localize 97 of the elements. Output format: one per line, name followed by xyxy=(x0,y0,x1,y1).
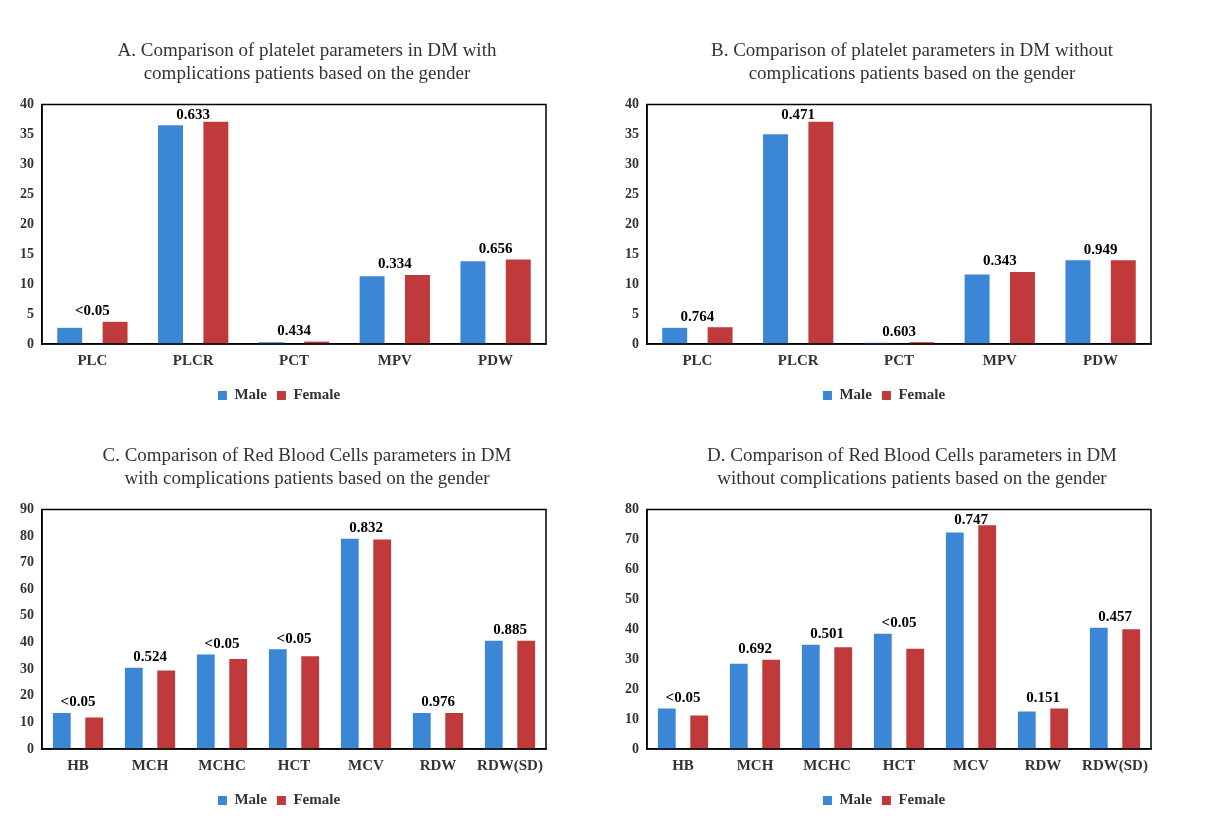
annotation: <0.05 xyxy=(74,302,110,319)
annotation: 0.832 xyxy=(349,519,383,536)
x-tick-label: PCT xyxy=(884,351,914,368)
annotation: 0.501 xyxy=(810,625,844,642)
y-tick-label: 25 xyxy=(20,185,34,201)
y-tick-label: 10 xyxy=(20,713,34,729)
annotation: 0.334 xyxy=(377,255,413,272)
y-tick-label: 20 xyxy=(625,680,639,696)
y-tick-label: 80 xyxy=(20,527,34,543)
chart-title: C. Comparison of Red Blood Cells parameters in DM with complications patients based on the gender xyxy=(101,443,513,489)
annotation: 0.656 xyxy=(478,239,513,256)
y-tick-label: 10 xyxy=(20,275,34,291)
x-tick-label: MCHC xyxy=(803,756,851,773)
y-tick-label: 70 xyxy=(20,554,34,570)
annotation: 0.692 xyxy=(738,640,772,657)
annotation: 0.885 xyxy=(493,621,527,638)
x-tick-label: PDW xyxy=(1083,351,1119,368)
legend-label: Female xyxy=(898,386,946,403)
legend-label: Male xyxy=(839,791,873,808)
y-tick-label: 70 xyxy=(625,530,639,546)
y-tick-label: 40 xyxy=(625,96,639,112)
annotation: 0.524 xyxy=(133,648,168,665)
x-tick-label: MCV xyxy=(953,756,990,773)
x-tick-label: RDW(SD) xyxy=(477,756,543,774)
y-tick-label: 30 xyxy=(625,155,639,171)
annotation: <0.05 xyxy=(60,693,96,710)
y-tick-label: 30 xyxy=(20,660,34,676)
annotation: 0.764 xyxy=(680,307,715,324)
legend-label: Male xyxy=(234,791,268,808)
annotation: 0.949 xyxy=(1083,240,1118,257)
x-tick-label: MCV xyxy=(348,756,385,773)
x-tick-label: MPV xyxy=(377,351,413,368)
legend-label: Male xyxy=(234,386,268,403)
y-tick-label: 0 xyxy=(27,335,34,351)
annotation: 0.976 xyxy=(421,693,456,710)
y-tick-label: 5 xyxy=(27,305,34,321)
legend-label: Female xyxy=(898,791,946,808)
x-tick-label: RDW xyxy=(1024,756,1062,773)
y-tick-label: 40 xyxy=(20,634,34,650)
x-tick-label: PLC xyxy=(682,351,713,368)
x-tick-label: HCT xyxy=(882,756,916,773)
y-tick-label: 15 xyxy=(625,245,639,261)
x-tick-label: PLCR xyxy=(172,351,214,368)
annotation: 0.457 xyxy=(1098,608,1133,625)
x-tick-label: PLCR xyxy=(777,351,819,368)
annotation: 0.343 xyxy=(982,252,1017,269)
x-tick-label: PCT xyxy=(279,351,309,368)
legend-label: Male xyxy=(839,386,873,403)
x-tick-label: HB xyxy=(67,756,89,773)
annotation: 0.471 xyxy=(781,105,816,122)
legend-label: Female xyxy=(293,386,341,403)
x-tick-label: MPV xyxy=(982,351,1018,368)
y-tick-label: 10 xyxy=(625,275,639,291)
x-tick-label: PDW xyxy=(478,351,514,368)
x-tick-label: RDW(SD) xyxy=(1082,756,1148,774)
y-tick-label: 30 xyxy=(20,155,34,171)
y-tick-label: 35 xyxy=(625,125,639,141)
y-tick-label: 15 xyxy=(20,245,34,261)
y-tick-label: 80 xyxy=(625,501,639,517)
annotation: 0.434 xyxy=(277,321,312,338)
annotation: 0.633 xyxy=(176,105,211,122)
x-tick-label: MCH xyxy=(131,756,169,773)
legend-label: Female xyxy=(293,791,341,808)
y-tick-label: 0 xyxy=(27,740,34,756)
y-tick-label: 0 xyxy=(632,335,639,351)
y-tick-label: 30 xyxy=(625,650,639,666)
y-tick-label: 60 xyxy=(625,560,639,576)
y-tick-label: 40 xyxy=(20,96,34,112)
annotation: 0.603 xyxy=(882,322,916,339)
chart-title: B. Comparison of platelet parameters in DM without complications patients based on the gender xyxy=(709,38,1115,84)
y-tick-label: 60 xyxy=(20,580,34,596)
y-tick-label: 20 xyxy=(625,215,639,231)
x-tick-label: RDW xyxy=(419,756,457,773)
y-tick-label: 10 xyxy=(625,710,639,726)
annotation: <0.05 xyxy=(881,614,917,631)
y-tick-label: 90 xyxy=(20,501,34,517)
x-tick-label: PLC xyxy=(77,351,108,368)
y-tick-label: 5 xyxy=(632,305,639,321)
y-tick-label: 40 xyxy=(625,620,639,636)
y-tick-label: 50 xyxy=(20,607,34,623)
y-tick-label: 50 xyxy=(625,590,639,606)
y-tick-label: 25 xyxy=(625,185,639,201)
chart-title: D. Comparison of Red Blood Cells parameters in DM without complications patients based on the gender xyxy=(706,443,1118,489)
chart-title: A. Comparison of platelet parameters in DM with complications patients based on the gender xyxy=(116,38,498,84)
x-tick-label: HB xyxy=(672,756,694,773)
annotation: 0.151 xyxy=(1026,688,1060,705)
y-tick-label: 0 xyxy=(632,740,639,756)
x-tick-label: MCH xyxy=(736,756,774,773)
x-tick-label: HCT xyxy=(277,756,311,773)
annotation: <0.05 xyxy=(204,634,240,651)
x-tick-label: MCHC xyxy=(198,756,246,773)
y-tick-label: 35 xyxy=(20,125,34,141)
y-tick-label: 20 xyxy=(20,687,34,703)
y-tick-label: 20 xyxy=(20,215,34,231)
annotation: 0.747 xyxy=(954,510,989,527)
annotation: <0.05 xyxy=(276,629,312,646)
annotation: <0.05 xyxy=(665,688,701,705)
